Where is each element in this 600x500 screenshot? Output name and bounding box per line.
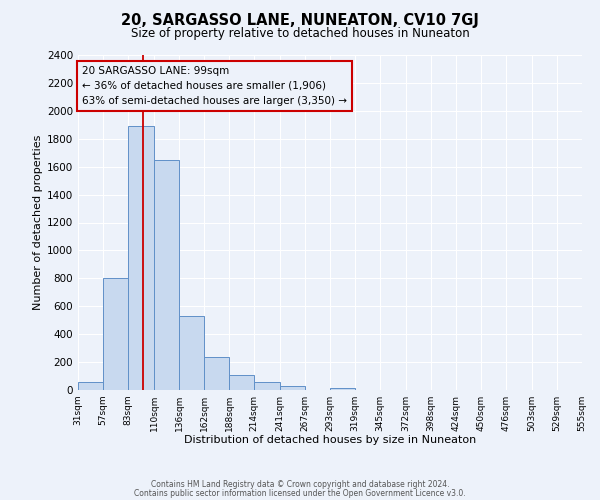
Bar <box>204 356 229 390</box>
Text: Contains public sector information licensed under the Open Government Licence v3: Contains public sector information licen… <box>134 488 466 498</box>
Bar <box>280 386 305 390</box>
Bar <box>103 278 128 390</box>
Bar <box>330 388 355 390</box>
Bar <box>179 316 204 390</box>
Text: Size of property relative to detached houses in Nuneaton: Size of property relative to detached ho… <box>131 28 469 40</box>
Text: 20, SARGASSO LANE, NUNEATON, CV10 7GJ: 20, SARGASSO LANE, NUNEATON, CV10 7GJ <box>121 12 479 28</box>
Bar <box>254 382 280 390</box>
Bar <box>78 382 103 390</box>
Bar <box>128 126 154 390</box>
X-axis label: Distribution of detached houses by size in Nuneaton: Distribution of detached houses by size … <box>184 436 476 446</box>
Bar <box>154 160 179 390</box>
Text: 20 SARGASSO LANE: 99sqm
← 36% of detached houses are smaller (1,906)
63% of semi: 20 SARGASSO LANE: 99sqm ← 36% of detache… <box>82 66 347 106</box>
Text: Contains HM Land Registry data © Crown copyright and database right 2024.: Contains HM Land Registry data © Crown c… <box>151 480 449 489</box>
Bar <box>229 374 254 390</box>
Y-axis label: Number of detached properties: Number of detached properties <box>33 135 43 310</box>
